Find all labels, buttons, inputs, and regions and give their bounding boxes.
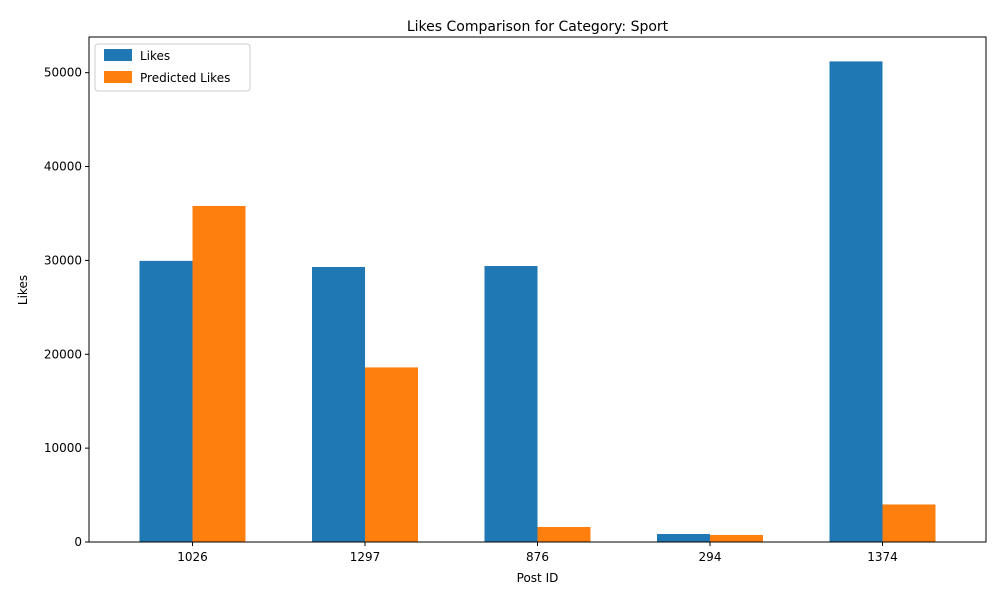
bars-layer [139,61,936,542]
x-tick-label: 876 [526,550,549,564]
bar-likes [139,260,193,542]
y-tick-label: 40000 [44,160,82,174]
legend-label: Likes [140,49,170,63]
y-tick-label: 50000 [44,66,82,80]
axes-layer: 0 10000 20000 30000 40000 50000 1026 1297 876 294… [44,36,987,564]
legend: Likes Predicted Likes [94,43,251,92]
bar-likes [484,266,538,542]
x-tick-label: 1374 [867,550,898,564]
y-tick-label: 20000 [44,347,82,361]
x-tick-label: 294 [699,550,722,564]
bar-predicted-likes [192,205,246,542]
y-tick-label: 10000 [44,441,82,455]
bar-likes [829,61,883,542]
legend-box [94,43,251,92]
bar-predicted-likes [710,534,763,542]
y-axis-label: Likes [16,275,30,305]
y-tick-label: 0 [74,535,82,549]
y-tick-label: 30000 [44,253,82,267]
x-tick-label: 1297 [350,550,381,564]
bar-likes [312,266,365,542]
legend-swatch [104,49,132,61]
bar-predicted-likes [537,526,591,542]
bar-likes [657,534,710,542]
x-axis-label: Post ID [517,571,559,585]
x-tick-label: 1026 [177,550,208,564]
chart-title: Likes Comparison for Category: Sport [407,19,669,35]
bar-predicted-likes [882,504,936,542]
bar-predicted-likes [365,367,418,542]
legend-label: Predicted Likes [140,71,230,85]
legend-swatch [104,71,132,83]
